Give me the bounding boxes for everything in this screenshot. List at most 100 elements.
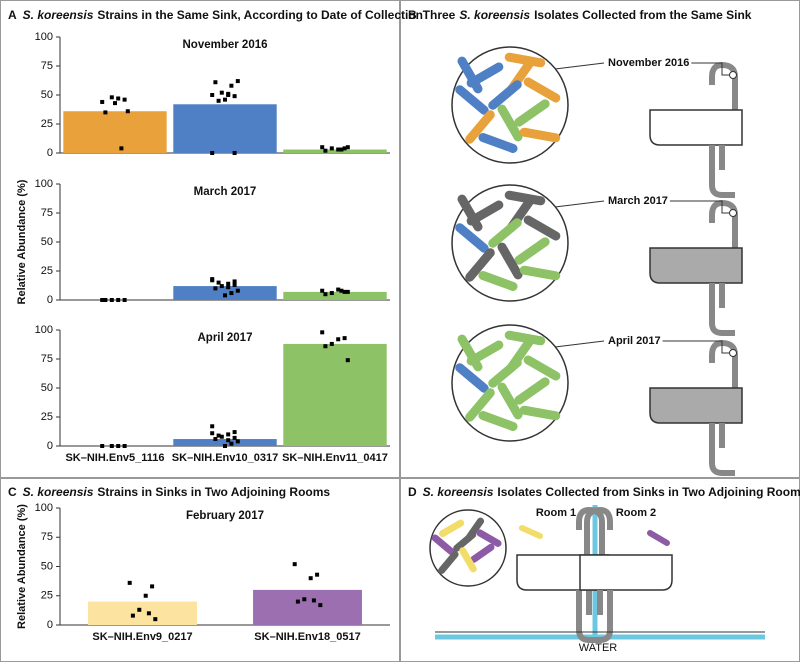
replicate-dot <box>213 437 218 442</box>
replicate-dot <box>339 147 344 152</box>
bacterium <box>457 56 483 94</box>
bar <box>173 286 277 300</box>
callout <box>554 62 605 70</box>
panel-title-part: S. koreensis <box>423 485 494 499</box>
y-tick-label: 25 <box>41 118 53 130</box>
sample-point <box>729 71 737 79</box>
replicate-dot <box>119 146 124 151</box>
replicate-dot <box>146 611 151 616</box>
y-tick-label: 100 <box>35 502 53 514</box>
replicate-dot <box>229 291 234 296</box>
y-tick-label: 50 <box>41 89 53 101</box>
replicate-dot <box>116 96 121 101</box>
panel-title: D S. koreensis Isolates Collected from Sin… <box>408 485 800 499</box>
replicate-dot <box>295 599 300 604</box>
bacterium <box>465 388 495 422</box>
replicate-dot <box>226 438 231 443</box>
replicate-dot <box>150 584 155 589</box>
bar <box>63 111 167 153</box>
replicate-dot <box>122 298 127 302</box>
replicate-dot <box>232 430 237 435</box>
replicate-dot <box>223 444 227 448</box>
replicate-dot <box>210 431 215 436</box>
basin <box>649 387 743 424</box>
replicate-dot <box>232 94 237 99</box>
replicate-dot <box>122 444 127 448</box>
panel-letter: C <box>8 485 17 499</box>
replicate-dot <box>100 99 105 104</box>
bacterium <box>514 99 550 127</box>
water-label: WATER <box>579 642 618 654</box>
panel-title: C S. koreensis Strains in Sinks in Two Adj… <box>8 485 330 499</box>
faucet <box>584 506 613 582</box>
y-tick-label: 100 <box>35 324 53 336</box>
x-tick-label: SK–NIH.Env10_0317 <box>172 452 278 464</box>
bacterium <box>497 242 523 280</box>
replicate-dot <box>216 98 221 103</box>
replicate-dot <box>345 358 350 363</box>
bacterium <box>519 127 561 143</box>
replicate-dot <box>311 598 316 603</box>
replicate-dot <box>292 562 297 567</box>
replicate-dot <box>235 288 240 293</box>
replicate-dot <box>235 79 240 84</box>
replicate-dot <box>210 424 215 429</box>
replicate-dot <box>318 603 323 608</box>
bacterium <box>455 85 489 115</box>
y-tick-label: 50 <box>41 382 53 394</box>
y-axis-label: Relative Abundance (%) <box>16 504 28 629</box>
replicate-dot <box>127 580 132 585</box>
bacterium <box>457 194 483 232</box>
room-label: Room 1 <box>536 507 576 519</box>
replicate-dot <box>232 282 237 287</box>
callout <box>691 62 733 76</box>
bacterium <box>478 133 518 153</box>
bacterium <box>457 334 483 372</box>
sample-point <box>729 349 737 357</box>
timepoint-label: March 2017 <box>608 195 668 207</box>
replicate-dot <box>329 341 334 346</box>
replicate-dot <box>210 278 215 283</box>
replicate-dot <box>109 444 114 448</box>
replicate-dot <box>235 439 240 444</box>
panel-title-part: S. koreensis <box>23 485 94 499</box>
y-axis-label: Relative Abundance (%) <box>16 179 28 304</box>
bacterium <box>523 215 561 241</box>
drain <box>709 283 735 336</box>
y-tick-label: 0 <box>47 619 53 631</box>
bar <box>283 149 387 153</box>
replicate-dot <box>345 289 350 294</box>
panel-title-part: Three <box>423 8 456 22</box>
replicate-dot <box>302 597 307 602</box>
drain <box>587 590 613 643</box>
y-tick-label: 75 <box>41 60 53 72</box>
replicate-dot <box>339 288 344 293</box>
bacterium <box>488 218 522 248</box>
y-tick-label: 0 <box>47 440 53 452</box>
timepoint-label: April 2017 <box>608 335 661 347</box>
y-tick-label: 0 <box>47 147 53 159</box>
bacterium <box>478 271 518 291</box>
bacterium <box>497 104 523 142</box>
bacterium <box>488 80 522 110</box>
bacterium <box>465 110 495 144</box>
replicate-dot <box>210 151 215 155</box>
callout <box>662 340 733 354</box>
replicate-dot <box>323 292 328 297</box>
replicate-dot <box>232 151 237 155</box>
replicate-dot <box>329 146 334 151</box>
bacterium <box>523 77 561 103</box>
replicate-dot <box>320 330 325 335</box>
basin <box>649 247 743 284</box>
panel-letter: D <box>408 485 417 499</box>
replicate-dot <box>223 97 227 102</box>
panel-letter: A <box>8 8 17 22</box>
replicate-dot <box>103 110 108 115</box>
bacterium <box>478 411 518 431</box>
panel-title-part: S. koreensis <box>23 8 94 22</box>
replicate-dot <box>323 344 328 349</box>
replicate-dot <box>143 593 148 598</box>
y-tick-label: 75 <box>41 531 53 543</box>
bacterium <box>504 330 546 346</box>
